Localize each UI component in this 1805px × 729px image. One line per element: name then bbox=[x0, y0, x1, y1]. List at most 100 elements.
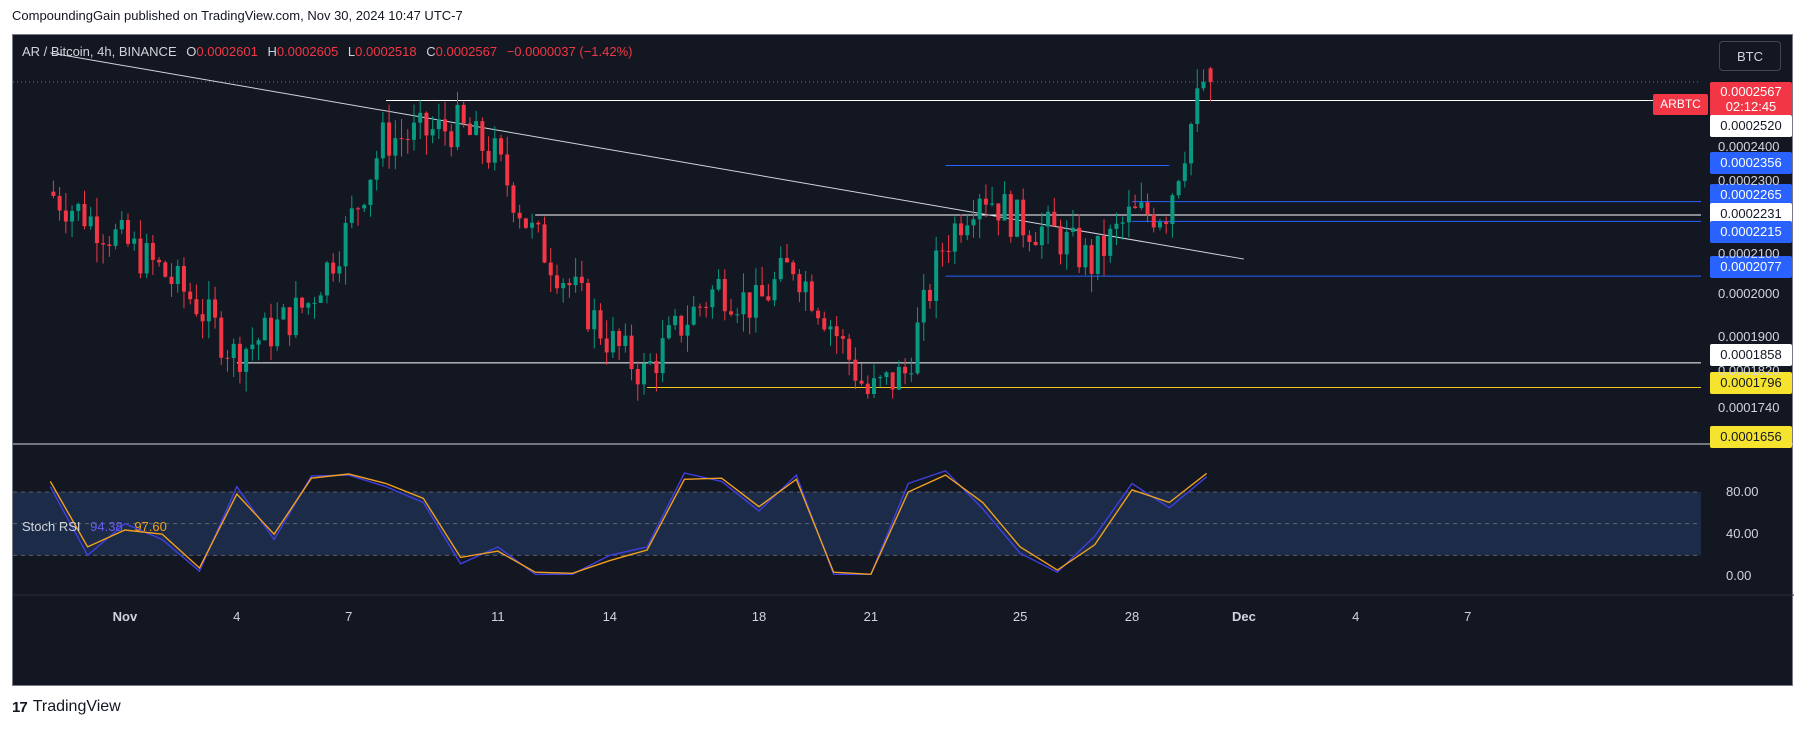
time-axis-tick: Dec bbox=[1231, 609, 1256, 624]
candle-body bbox=[486, 150, 491, 163]
currency-button[interactable]: BTC bbox=[1719, 41, 1781, 71]
candle-body bbox=[393, 138, 398, 156]
candle-body bbox=[1052, 211, 1057, 227]
stoch-rsi-legend[interactable]: Stoch RSI 94.38 97.60 bbox=[22, 519, 167, 534]
candle-body bbox=[492, 138, 497, 163]
candle-body bbox=[101, 243, 106, 245]
candle-body bbox=[51, 191, 56, 196]
candle-body bbox=[617, 330, 622, 346]
time-axis-tick: 25 bbox=[1012, 609, 1028, 624]
chart-frame[interactable]: AR / Bitcoin, 4h, BINANCE O0.0002601 H0.… bbox=[12, 34, 1794, 687]
candle-body bbox=[884, 372, 889, 378]
candle-body bbox=[691, 306, 696, 325]
candle-body bbox=[778, 257, 783, 280]
price-axis-tick: 0.0002100 bbox=[1718, 246, 1780, 261]
candle-body bbox=[312, 302, 317, 304]
candle-body bbox=[666, 325, 671, 339]
candle-body bbox=[784, 257, 789, 263]
candle-body bbox=[107, 244, 112, 246]
chart-canvas[interactable] bbox=[13, 35, 1794, 687]
candle-body bbox=[76, 203, 81, 211]
candle-body bbox=[816, 310, 821, 319]
candle-body bbox=[443, 119, 448, 132]
symbol-legend[interactable]: AR / Bitcoin, 4h, BINANCE O0.0002601 H0.… bbox=[22, 44, 632, 59]
candle-body bbox=[697, 306, 702, 308]
candle-body bbox=[1102, 235, 1107, 256]
candle-body bbox=[530, 222, 535, 228]
candle-body bbox=[1083, 245, 1088, 268]
candle-body bbox=[641, 363, 646, 385]
candle-body bbox=[331, 262, 336, 274]
candle-body bbox=[343, 222, 348, 267]
candle-body bbox=[362, 204, 367, 209]
candle-body bbox=[623, 335, 628, 346]
price-label: 0.0002077 bbox=[1710, 256, 1792, 278]
candle-body bbox=[579, 276, 584, 283]
time-axis-tick: Nov bbox=[112, 609, 138, 624]
candle-body bbox=[175, 265, 180, 285]
price-label: 0.0002231 bbox=[1710, 203, 1792, 225]
candle-body bbox=[685, 324, 690, 336]
legend-open: 0.0002601 bbox=[196, 44, 258, 59]
candle-body bbox=[206, 299, 211, 322]
candle-body bbox=[990, 203, 995, 205]
candle-body bbox=[567, 282, 572, 286]
candle-body bbox=[598, 310, 603, 339]
candle-body bbox=[1014, 199, 1019, 237]
candle-body bbox=[971, 219, 976, 226]
candle-body bbox=[927, 289, 932, 302]
candle-body bbox=[237, 343, 242, 372]
time-axis-tick: 21 bbox=[863, 609, 879, 624]
candle-body bbox=[88, 216, 93, 227]
footer: 17 TradingView bbox=[12, 698, 121, 716]
candle-body bbox=[517, 212, 522, 219]
candle-body bbox=[262, 317, 267, 341]
candle-body bbox=[169, 276, 174, 285]
candle-body bbox=[859, 380, 864, 384]
time-axis-tick: 7 bbox=[345, 609, 353, 624]
candle-body bbox=[505, 154, 510, 186]
legend-low-key: L bbox=[347, 44, 356, 59]
price-label: 0.0002356 bbox=[1710, 152, 1792, 174]
candle-body bbox=[181, 265, 186, 292]
candle-body bbox=[399, 138, 404, 140]
candle-body bbox=[157, 259, 162, 263]
candle-body bbox=[418, 112, 423, 123]
candle-body bbox=[722, 279, 727, 312]
candle-body bbox=[150, 242, 155, 260]
candle-body bbox=[337, 266, 342, 274]
candle-body bbox=[324, 262, 329, 296]
candle-body bbox=[797, 274, 802, 293]
stoch-rsi-k-value: 94.38 bbox=[90, 519, 123, 534]
legend-close: 0.0002567 bbox=[435, 44, 498, 59]
candle-body bbox=[163, 262, 168, 277]
time-axis-tick: 4 bbox=[1352, 609, 1360, 624]
candle-body bbox=[822, 318, 827, 330]
candle-body bbox=[946, 250, 951, 252]
candle-body bbox=[921, 289, 926, 323]
candle-body bbox=[387, 122, 392, 156]
price-label: 0.0002215 bbox=[1710, 221, 1792, 243]
candle-body bbox=[318, 295, 323, 303]
candle-body bbox=[847, 338, 852, 360]
candle-body bbox=[1089, 245, 1094, 274]
candle-body bbox=[300, 297, 305, 308]
candle-body bbox=[1114, 223, 1119, 229]
candle-body bbox=[474, 121, 479, 135]
candle-body bbox=[586, 282, 591, 330]
price-axis-tick: 0.0001900 bbox=[1718, 329, 1780, 344]
candle-body bbox=[896, 366, 901, 390]
price-label: 0.0001656 bbox=[1710, 426, 1792, 448]
candle-body bbox=[250, 344, 255, 350]
price-label: 0.0002520 bbox=[1710, 115, 1792, 137]
candle-body bbox=[374, 158, 379, 180]
candle-body bbox=[915, 322, 920, 374]
legend-high: 0.0002605 bbox=[276, 44, 339, 59]
candle-body bbox=[536, 222, 541, 225]
candle-body bbox=[256, 340, 261, 345]
candle-body bbox=[126, 220, 131, 244]
candle-body bbox=[1039, 226, 1044, 246]
candle-body bbox=[573, 276, 578, 286]
candle-body bbox=[660, 338, 665, 374]
candle-body bbox=[461, 104, 466, 124]
